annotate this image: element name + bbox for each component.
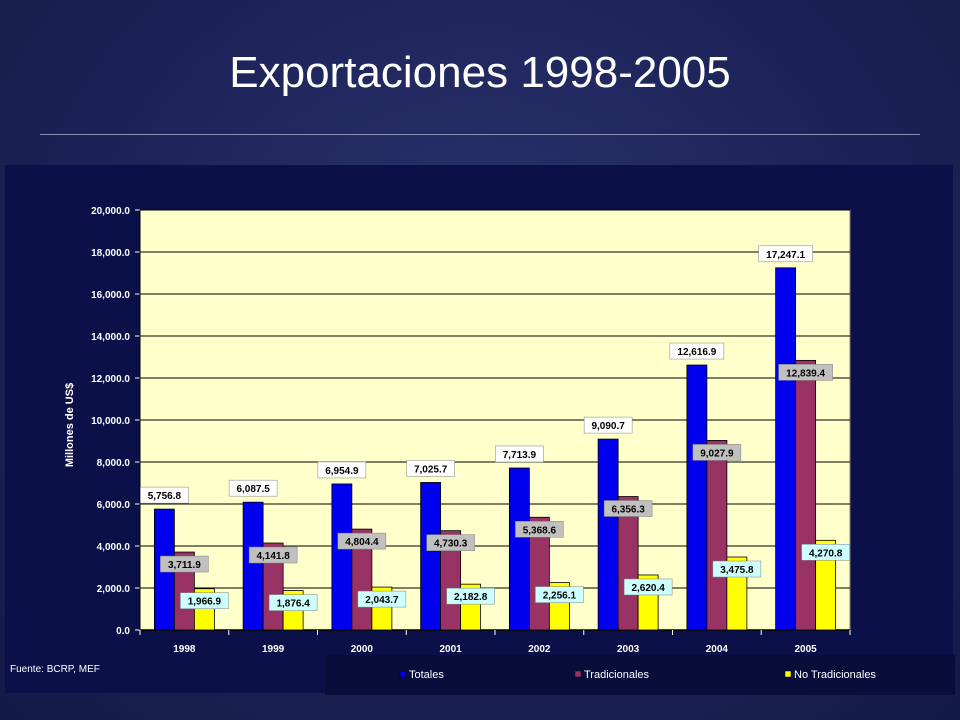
data-label: 6,356.3 <box>611 505 645 516</box>
y-tick-label: 18,000.0 <box>91 248 130 259</box>
x-tick-label: 1999 <box>262 644 285 655</box>
data-label-bg <box>758 245 813 263</box>
data-label-bg <box>495 445 544 463</box>
x-tick-label: 2004 <box>706 644 729 655</box>
data-label-bg <box>515 521 564 538</box>
bar-tradicionales <box>795 359 817 631</box>
y-axis-label: Millones de US$ <box>64 383 76 467</box>
data-label-bg <box>140 486 189 504</box>
legend-label: No Tradicionales <box>794 669 876 681</box>
data-label: 3,711.9 <box>168 560 201 571</box>
bar-totales <box>775 267 797 631</box>
data-label-bg <box>692 444 742 461</box>
data-label-bg <box>357 590 407 608</box>
bar-no-tradicionales <box>815 539 837 631</box>
y-tick-label: 16,000.0 <box>91 290 130 301</box>
bar-totales <box>420 482 442 631</box>
y-tick-label: 0.0 <box>116 626 130 637</box>
data-label: 7,713.9 <box>503 450 537 461</box>
bar-tradicionales <box>440 530 462 631</box>
data-label-bg <box>669 342 725 360</box>
y-tick-label: 2,000.0 <box>97 584 131 595</box>
data-label: 9,027.9 <box>700 448 734 459</box>
x-tick-label: 1998 <box>173 644 196 655</box>
data-label: 4,730.3 <box>434 539 468 550</box>
legend-box <box>325 655 955 695</box>
bar-totales <box>331 483 353 631</box>
x-tick-label: 2003 <box>617 644 640 655</box>
data-label-bg <box>583 416 633 434</box>
bar-totales <box>597 438 619 631</box>
data-label: 6,954.9 <box>325 466 359 477</box>
data-label-bg <box>337 532 387 550</box>
data-label: 4,270.8 <box>809 548 843 559</box>
data-label-bg <box>268 594 318 611</box>
data-label: 5,756.8 <box>148 491 182 502</box>
y-tick-label: 6,000.0 <box>97 500 131 511</box>
data-label-bg <box>712 560 762 578</box>
source-note: Fuente: BCRP, MEF <box>10 664 100 675</box>
data-label: 2,182.8 <box>454 592 488 603</box>
y-tick-label: 10,000.0 <box>91 416 130 427</box>
x-tick-label: 2005 <box>795 644 818 655</box>
data-label-bg <box>801 544 850 561</box>
data-label: 12,839.4 <box>786 368 825 379</box>
data-label: 3,475.8 <box>720 565 754 576</box>
data-label: 2,620.4 <box>631 583 665 594</box>
data-label-bg <box>426 534 475 551</box>
data-label: 9,090.7 <box>591 421 625 432</box>
data-label: 12,616.9 <box>677 347 716 358</box>
y-tick-label: 4,000.0 <box>97 542 131 553</box>
data-label-bg <box>446 587 495 605</box>
legend-swatch <box>574 670 582 678</box>
data-label: 4,804.4 <box>345 537 379 548</box>
legend-swatch <box>784 670 792 678</box>
bar-totales <box>508 467 530 631</box>
data-label-bg <box>160 555 209 573</box>
data-label: 7,025.7 <box>414 464 448 475</box>
bar-totales <box>686 364 708 631</box>
y-tick-label: 14,000.0 <box>91 332 130 343</box>
data-label-bg <box>603 500 653 517</box>
data-label: 1,876.4 <box>276 599 310 610</box>
data-label-bg <box>180 592 229 609</box>
legend-label: Totales <box>409 669 444 681</box>
bar-tradicionales <box>617 496 639 631</box>
y-tick-label: 8,000.0 <box>97 458 131 469</box>
x-tick-label: 2000 <box>351 644 374 655</box>
legend-label: Tradicionales <box>584 669 650 681</box>
data-label-bg <box>317 461 367 479</box>
data-label-bg <box>623 578 673 596</box>
data-label: 6,087.5 <box>236 484 270 495</box>
data-label: 5,368.6 <box>523 525 557 536</box>
data-label-bg <box>535 586 584 603</box>
slide-title: Exportaciones 1998-2005 <box>229 48 731 97</box>
y-tick-label: 20,000.0 <box>91 206 130 217</box>
legend-swatch <box>399 670 407 678</box>
data-label: 1,966.9 <box>188 597 222 608</box>
data-label-bg <box>228 479 278 497</box>
data-label: 2,043.7 <box>365 595 399 606</box>
data-label: 17,247.1 <box>766 250 805 261</box>
data-label-bg <box>248 546 298 564</box>
data-label-bg <box>778 364 833 381</box>
data-label: 4,141.8 <box>256 551 290 562</box>
bar-totales <box>242 501 264 631</box>
x-tick-label: 2002 <box>528 644 551 655</box>
bar-tradicionales <box>706 440 728 631</box>
title-divider <box>40 134 920 135</box>
data-label-bg <box>406 460 455 477</box>
y-tick-label: 12,000.0 <box>91 374 130 385</box>
data-label: 2,256.1 <box>543 591 577 602</box>
x-tick-label: 2001 <box>440 644 463 655</box>
